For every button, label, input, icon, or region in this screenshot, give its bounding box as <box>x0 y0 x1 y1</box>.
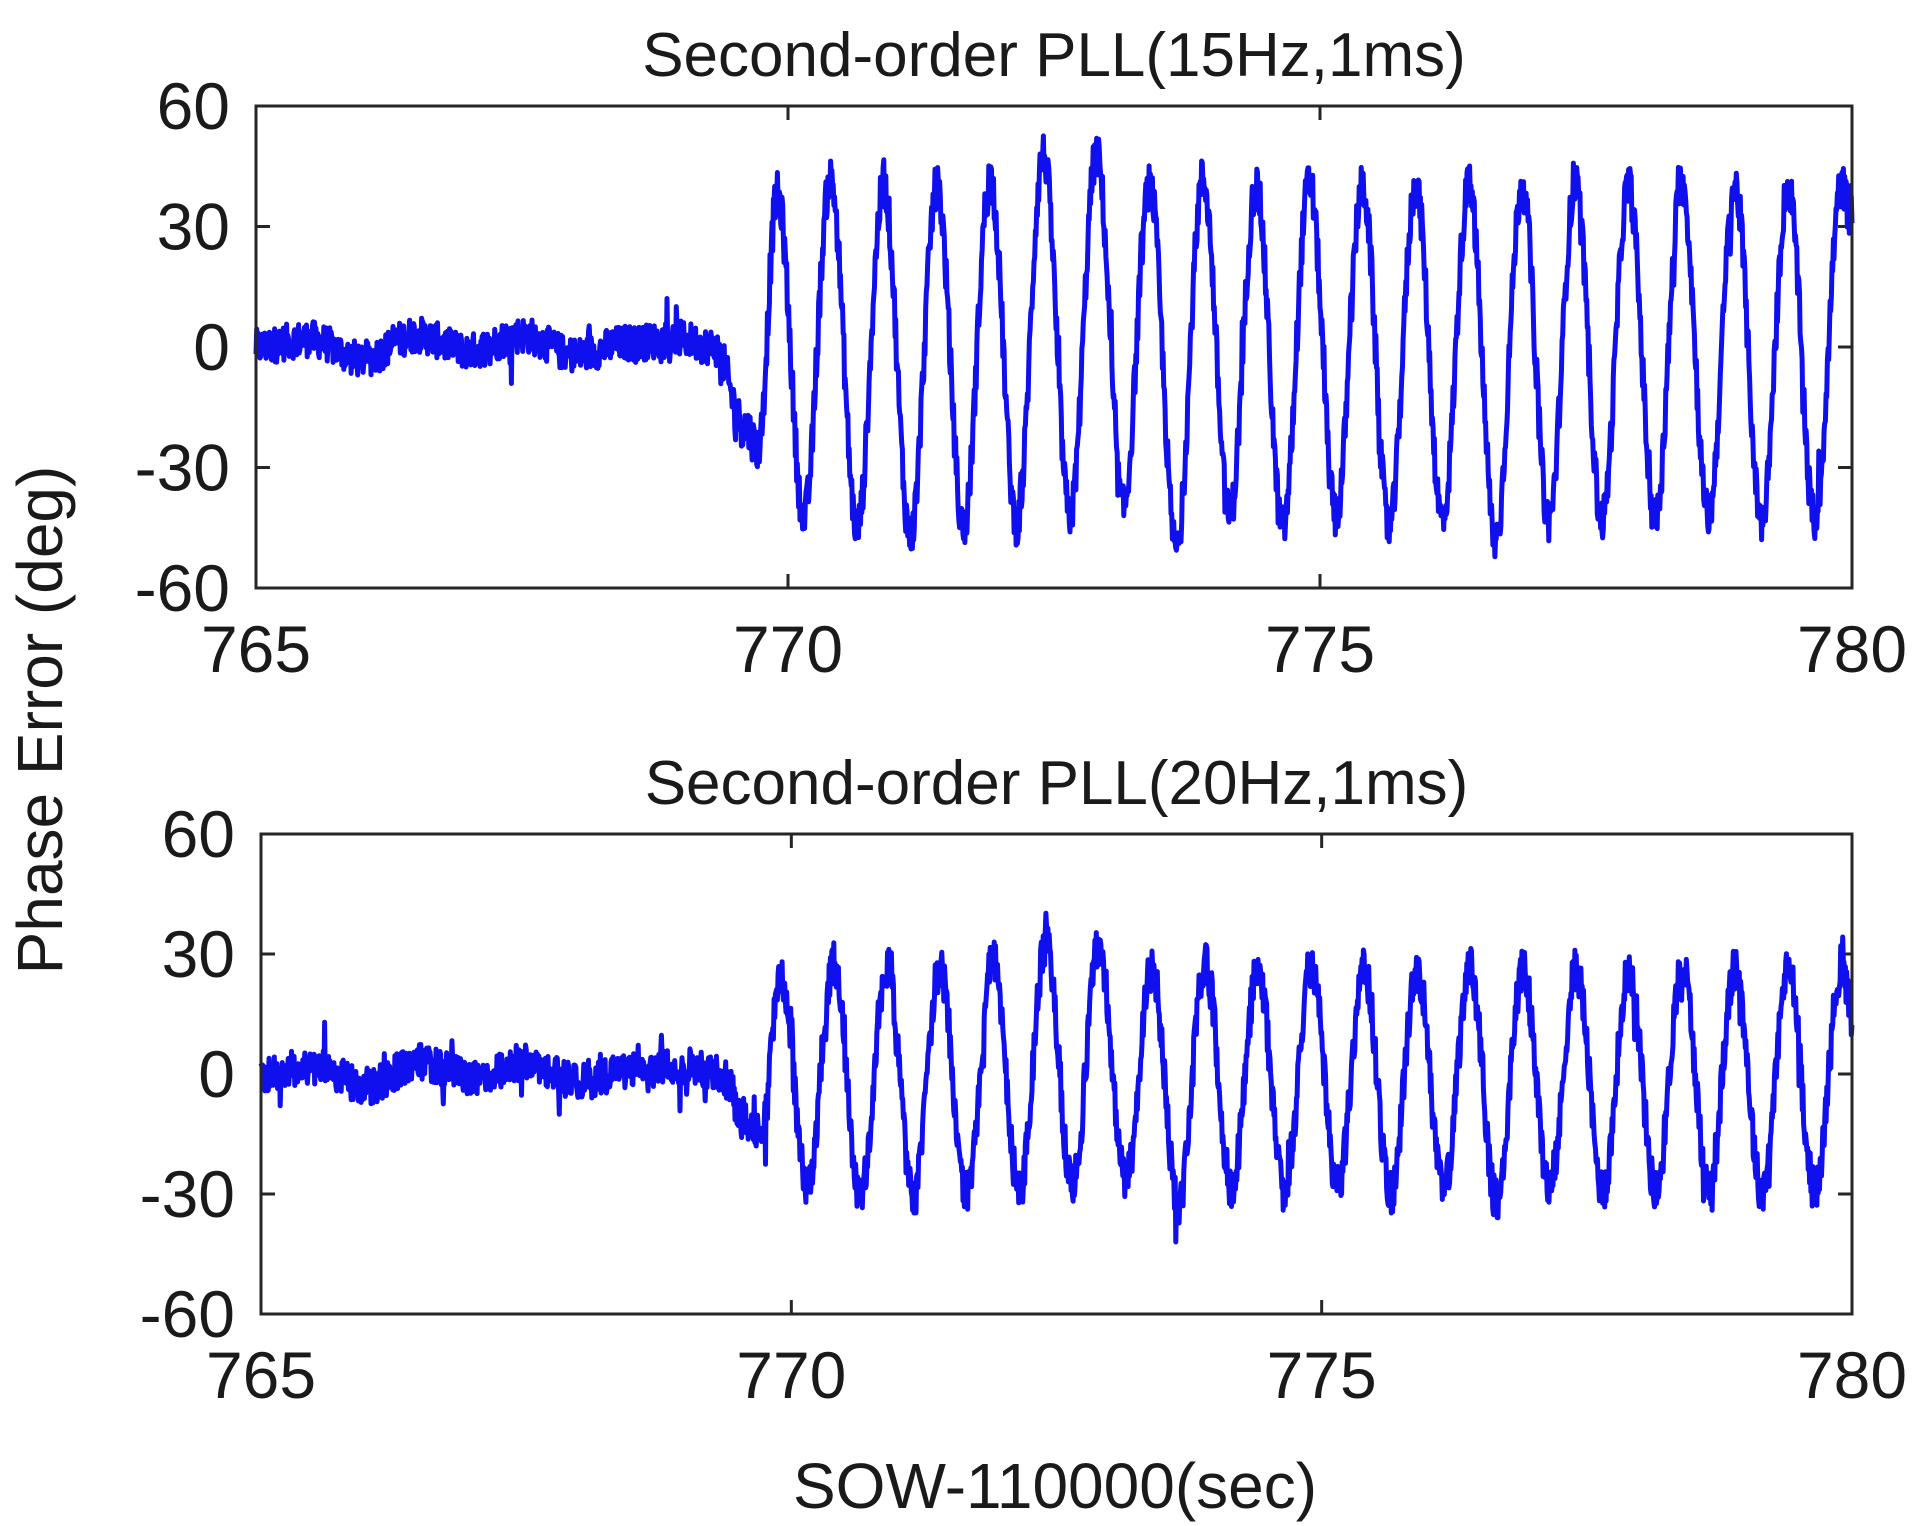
x-tick-label: 775 <box>1265 612 1375 686</box>
x-tick-label: 780 <box>1797 1338 1907 1412</box>
series-line-bottom <box>258 910 1855 1245</box>
x-tick-labels-top: 765 770 775 780 <box>201 612 1907 686</box>
chart-title-top: Second-order PLL(15Hz,1ms) <box>642 21 1466 90</box>
y-tick-label: 60 <box>157 69 230 143</box>
y-tick-label: 60 <box>162 797 235 871</box>
x-tick-label: 770 <box>736 1338 846 1412</box>
x-axis-label: SOW-110000(sec) <box>793 1450 1317 1522</box>
x-tick-label: 775 <box>1267 1338 1377 1412</box>
x-tick-labels-bottom: 765 770 775 780 <box>206 1338 1907 1412</box>
y-axis-label: Phase Error (deg) <box>4 466 76 975</box>
x-tick-label: 765 <box>201 612 311 686</box>
series-line-top <box>253 133 1855 560</box>
y-tick-label: 0 <box>198 1037 235 1111</box>
plot-frame-top <box>254 104 1854 590</box>
x-tick-label: 770 <box>733 612 843 686</box>
x-tick-label: 765 <box>206 1338 316 1412</box>
panel-top: Second-order PLL(15Hz,1ms) 60 30 0 -30 -60 7… <box>135 21 1907 686</box>
chart-title-bottom: Second-order PLL(20Hz,1ms) <box>645 749 1469 818</box>
y-tick-label: -60 <box>135 551 230 625</box>
y-tick-label: 30 <box>162 917 235 991</box>
panel-bottom: Second-order PLL(20Hz,1ms) 60 30 0 -30 -60 7… <box>140 749 1907 1412</box>
y-tick-label: 0 <box>193 310 230 384</box>
y-tick-label: -30 <box>135 431 230 505</box>
y-tick-labels-top: 60 30 0 -30 -60 <box>135 69 230 625</box>
y-tick-label: 30 <box>157 190 230 264</box>
plot-frame-bottom <box>259 832 1854 1316</box>
y-tick-label: -60 <box>140 1277 235 1351</box>
y-tick-labels-bottom: 60 30 0 -30 -60 <box>140 797 235 1351</box>
x-tick-label: 780 <box>1797 612 1907 686</box>
y-tick-label: -30 <box>140 1157 235 1231</box>
